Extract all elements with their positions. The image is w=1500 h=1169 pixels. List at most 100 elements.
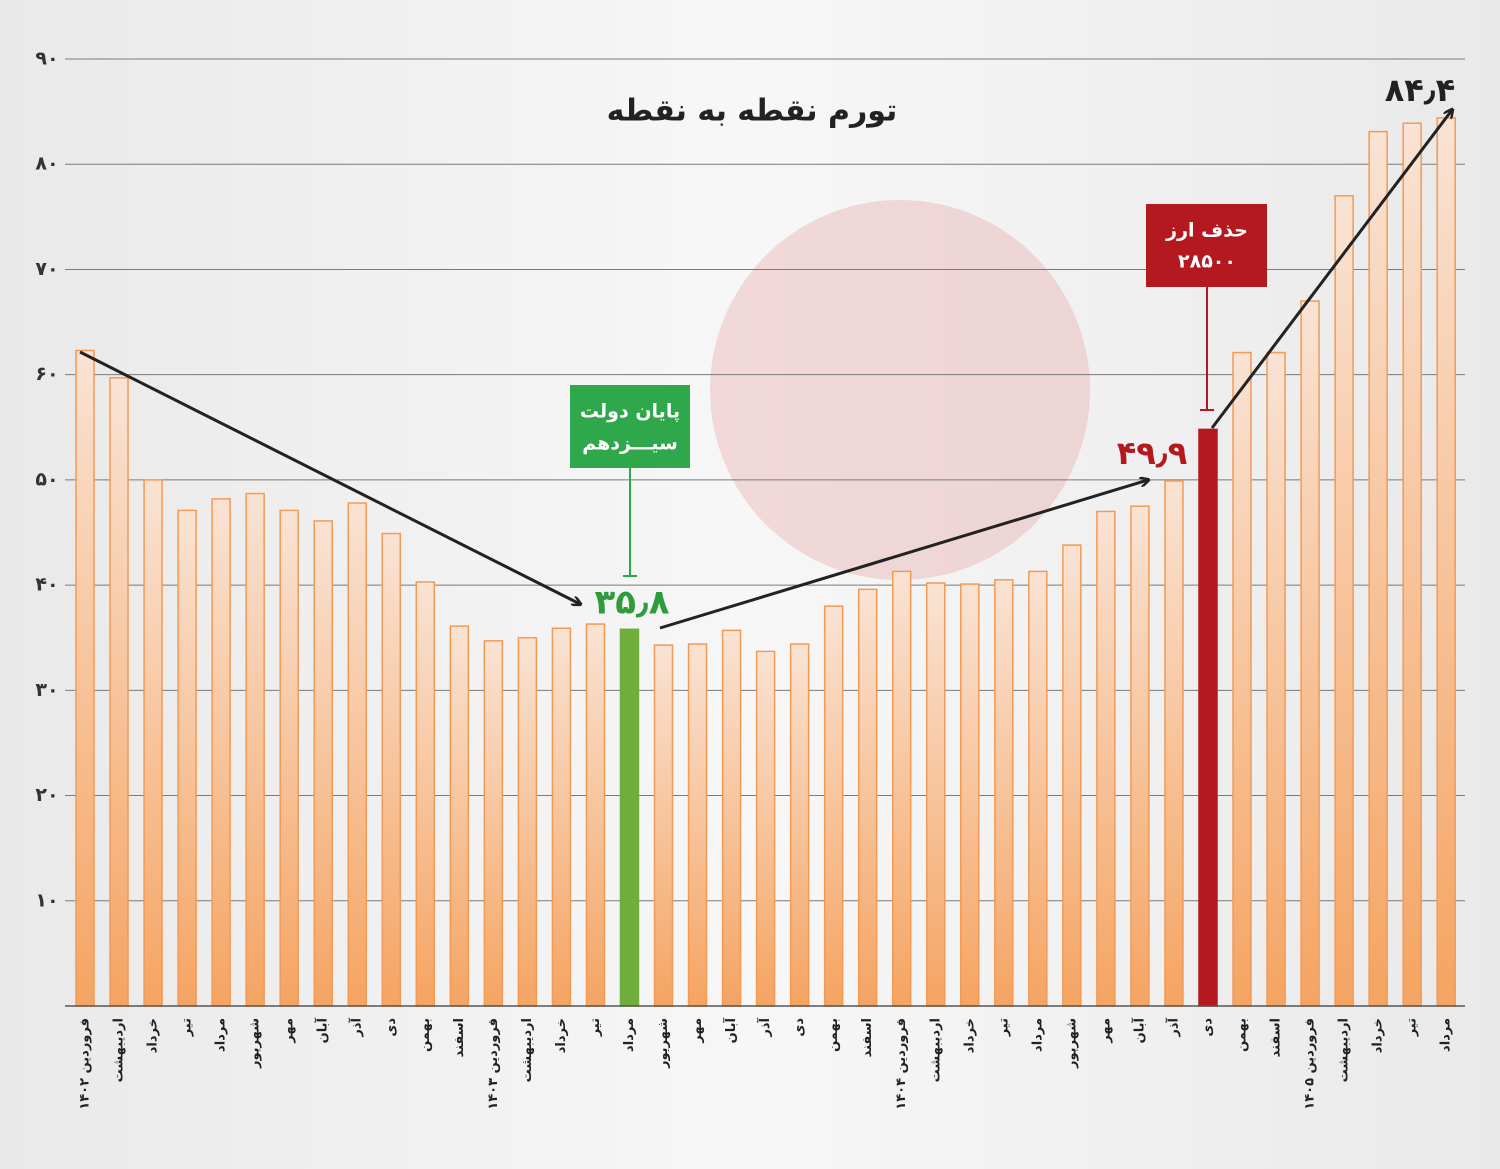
bar (1436, 117, 1456, 1007)
bar (1334, 195, 1354, 1007)
bars (75, 117, 1456, 1007)
bar (585, 623, 606, 1007)
bar (1232, 351, 1252, 1007)
bar (245, 492, 265, 1007)
bar (143, 479, 163, 1007)
bar (891, 570, 912, 1007)
bar (653, 644, 674, 1007)
y-tick-label: ۲۰ (35, 784, 58, 806)
bar (483, 640, 504, 1007)
bar (75, 349, 95, 1007)
x-tick-label: تیر (1405, 1018, 1420, 1037)
bar (721, 629, 742, 1007)
y-tick-label: ۶۰ (35, 363, 58, 385)
value-label: ۸۴٫۴ (1385, 71, 1456, 109)
x-tick-label: اردیبهشت (928, 1018, 943, 1082)
x-tick-label: آبان (314, 1017, 331, 1043)
x-tick-label: بهمن (418, 1018, 433, 1052)
x-tick-label: مهر (282, 1018, 297, 1044)
x-tick-label: آذر (348, 1017, 365, 1037)
x-tick-label: مرداد (1030, 1018, 1045, 1052)
bar (415, 581, 436, 1007)
value-label: ۴۹٫۹ (1117, 434, 1188, 472)
bar (1300, 300, 1320, 1007)
x-tick-label: اسفند (452, 1018, 467, 1057)
x-tick-label: تیر (996, 1018, 1011, 1037)
x-tick-label: خرداد (554, 1018, 569, 1053)
x-tick-label: خرداد (146, 1018, 161, 1053)
annotation-text: حذف ارز (1165, 220, 1248, 242)
x-tick-label: آبان (722, 1017, 739, 1043)
annotation-text: ۲۸۵۰۰ (1178, 251, 1236, 273)
bar (1130, 505, 1150, 1007)
bar (1028, 570, 1048, 1007)
y-tick-label: ۳۰ (35, 679, 58, 701)
bar (313, 520, 333, 1007)
x-tick-label: مرداد (214, 1018, 229, 1052)
x-tick-label: اردیبهشت (112, 1018, 127, 1082)
x-tick-label: مرداد (1439, 1018, 1454, 1052)
x-tick-label: فروردین ۱۴۰۵ (1303, 1018, 1318, 1110)
x-tick-label: دی (792, 1018, 807, 1037)
annotation-box (570, 385, 690, 468)
bar (517, 636, 538, 1007)
x-tick-label: مهر (690, 1018, 705, 1044)
x-tick-label: شهریور (656, 1018, 671, 1069)
bar (1198, 428, 1218, 1007)
x-tick-label: تیر (588, 1018, 603, 1037)
annotation-text: سیـــزدهم (582, 433, 678, 455)
bar (1096, 510, 1116, 1007)
bar (1368, 130, 1388, 1007)
x-tick-label: دی (384, 1018, 399, 1037)
trend-arrow (79, 350, 580, 604)
watermark (710, 200, 1090, 580)
x-tick-label: دی (1200, 1018, 1215, 1037)
x-tick-label: بهمن (1235, 1018, 1250, 1052)
trend-arrow (1210, 110, 1452, 429)
bar (449, 625, 470, 1007)
annotation-box (1146, 204, 1267, 287)
bar (789, 643, 810, 1007)
x-tick-label: تیر (180, 1018, 195, 1037)
bar (347, 502, 367, 1007)
x-tick-label: مهر (1098, 1018, 1113, 1044)
x-tick-label: اردیبهشت (520, 1018, 535, 1082)
bar (109, 377, 129, 1007)
x-tick-label: خرداد (1371, 1018, 1386, 1053)
bar (211, 498, 231, 1007)
x-tick-label: فروردین ۱۴۰۲ (78, 1018, 93, 1110)
bar (619, 628, 640, 1007)
x-tick-label: خرداد (962, 1018, 977, 1053)
bar (1402, 122, 1422, 1007)
x-tick-label: فروردین ۱۴۰۳ (486, 1018, 501, 1110)
chart-title: تورم نقطه به نقطه (607, 94, 898, 129)
bar (857, 588, 878, 1007)
y-tick-label: ۴۰ (35, 574, 58, 596)
bar (1164, 480, 1184, 1007)
bar (687, 643, 708, 1007)
y-tick-label: ۷۰ (35, 258, 58, 280)
x-tick-label: مرداد (622, 1018, 637, 1052)
value-label: ۳۵٫۸ (595, 583, 670, 623)
y-tick-label: ۵۰ (35, 468, 58, 490)
x-tick-label: آبان (1130, 1017, 1147, 1043)
bar (1062, 544, 1082, 1007)
bar (823, 605, 844, 1007)
x-tick-label: آذر (756, 1017, 773, 1037)
x-tick-label: بهمن (826, 1018, 841, 1052)
x-tick-label: اردیبهشت (1337, 1018, 1352, 1082)
bar (1266, 351, 1286, 1007)
y-tick-label: ۹۰ (35, 48, 58, 70)
trend-arrow (659, 480, 1148, 630)
x-tick-label: شهریور (248, 1018, 263, 1069)
y-tick-label: ۸۰ (35, 153, 58, 175)
annotation-text: پایان دولت (580, 401, 680, 423)
x-tick-label: شهریور (1064, 1018, 1079, 1069)
bar (994, 579, 1014, 1007)
bar (177, 509, 197, 1007)
x-tick-label: آذر (1164, 1017, 1181, 1037)
bar (926, 582, 946, 1007)
x-tick-label: اسفند (860, 1018, 875, 1057)
